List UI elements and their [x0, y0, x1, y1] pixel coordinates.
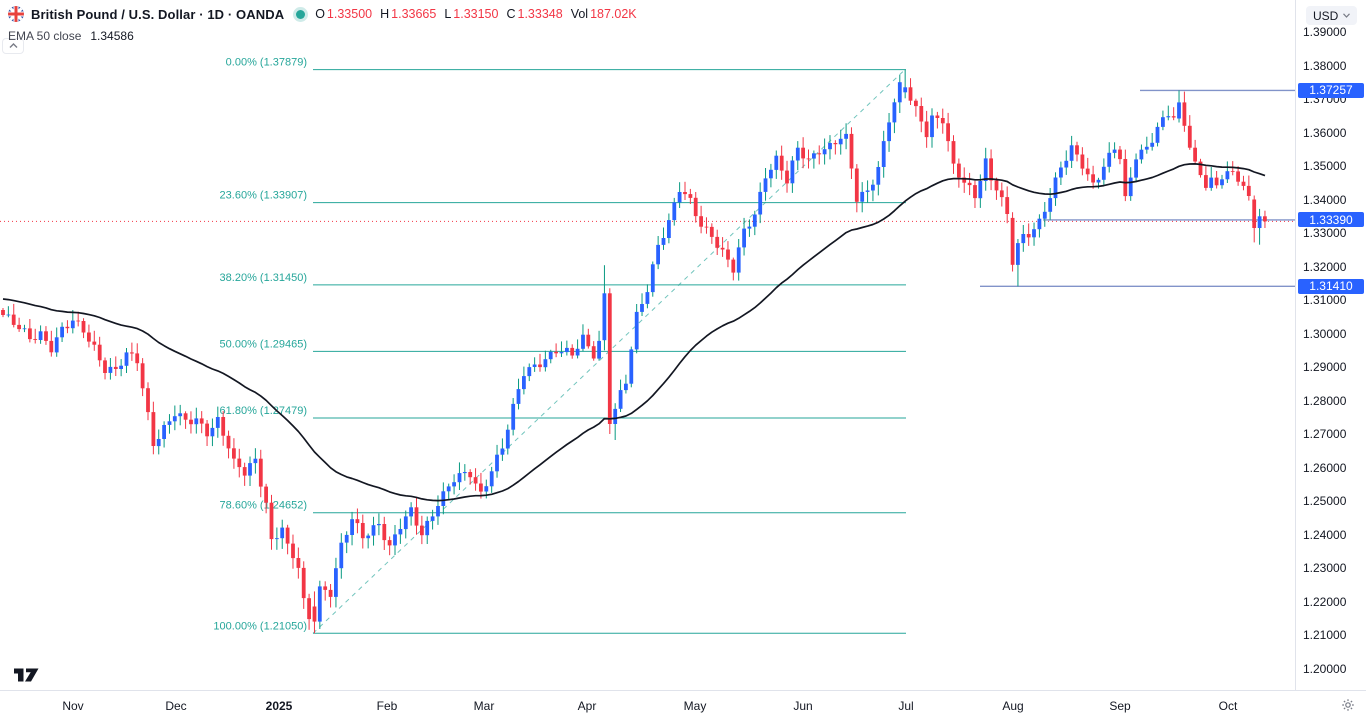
- price-tick-label: 1.21000: [1303, 628, 1347, 642]
- svg-text:23.60% (1.33907): 23.60% (1.33907): [220, 190, 307, 202]
- price-label-badge: 1.33390: [1298, 212, 1364, 228]
- price-tick-label: 1.28000: [1303, 393, 1347, 408]
- price-tick-label: 1.38000: [1303, 58, 1347, 73]
- chart-header: British Pound / U.S. Dollar · 1D · OANDA…: [8, 6, 637, 43]
- collapse-legend-button[interactable]: [2, 38, 24, 54]
- price-tick-label: 1.22000: [1303, 594, 1347, 609]
- open-value: 1.33500: [326, 7, 373, 21]
- time-tick-label: Apr: [577, 699, 597, 713]
- volume-label: Vol: [570, 7, 589, 21]
- price-tick-label: 1.33000: [1303, 226, 1347, 240]
- price-tick-label: 1.31000: [1303, 293, 1347, 307]
- svg-text:78.60% (1.24652): 78.60% (1.24652): [220, 500, 307, 512]
- price-tick-label: 1.24000: [1303, 527, 1347, 542]
- price-tick-label: 1.35000: [1303, 159, 1347, 173]
- chevron-up-icon: [9, 43, 17, 48]
- price-label-badge: 1.37257: [1298, 82, 1364, 98]
- price-tick-label: 1.23000: [1303, 561, 1347, 575]
- svg-text:38.20% (1.31450): 38.20% (1.31450): [220, 272, 307, 284]
- price-tick-label: 1.36000: [1303, 125, 1347, 140]
- market-status-icon[interactable]: [296, 9, 306, 19]
- price-tick-label: 1.32000: [1303, 259, 1347, 274]
- svg-text:0.00% (1.37879): 0.00% (1.37879): [226, 57, 307, 69]
- currency-dropdown[interactable]: USD: [1306, 6, 1358, 25]
- time-tick-label: 2025: [265, 699, 293, 713]
- gear-icon[interactable]: [1341, 698, 1355, 717]
- candlestick-chart[interactable]: 0.00% (1.37879) 23.60% (1.33907) 38.20% (1…: [0, 0, 1295, 690]
- close-value: 1.33348: [517, 7, 563, 21]
- time-tick-label: Sep: [1109, 699, 1131, 713]
- price-tick-label: 1.39000: [1303, 25, 1347, 39]
- price-tick-label: 1.25000: [1303, 494, 1347, 508]
- chevron-down-icon: [1343, 13, 1351, 18]
- symbol-title[interactable]: British Pound / U.S. Dollar · 1D · OANDA: [31, 6, 285, 22]
- close-label: C: [506, 7, 516, 21]
- price-tick-label: 1.26000: [1303, 460, 1347, 475]
- low-label: L: [444, 7, 452, 21]
- high-value: 1.33665: [391, 7, 437, 21]
- price-label-badge: 1.31410: [1298, 278, 1364, 294]
- price-tick-label: 1.30000: [1303, 326, 1347, 341]
- price-tick-label: 1.34000: [1303, 192, 1347, 207]
- svg-text:50.00% (1.29465): 50.00% (1.29465): [220, 338, 307, 350]
- chart-pane[interactable]: 0.00% (1.37879) 23.60% (1.33907) 38.20% (1…: [0, 0, 1295, 690]
- time-tick-label: Jun: [793, 699, 813, 713]
- indicator-legend[interactable]: EMA 50 close 1.34586: [8, 29, 637, 43]
- time-tick-label: May: [683, 699, 707, 713]
- time-tick-label: Dec: [165, 699, 187, 713]
- price-tick-label: 1.20000: [1303, 661, 1347, 676]
- price-axis[interactable]: USD 1.39000 1.38000 1.37000 1.36000 1.35000 1…: [1295, 0, 1366, 690]
- volume-value: 187.02K: [590, 7, 637, 21]
- time-tick-label: Aug: [1002, 699, 1024, 713]
- currency-label: USD: [1313, 8, 1339, 23]
- time-tick-label: Jul: [898, 699, 914, 713]
- low-value: 1.33150: [453, 7, 499, 21]
- indicator-name: EMA 50 close: [8, 29, 82, 43]
- tradingview-logo[interactable]: [14, 666, 41, 687]
- price-tick-label: 1.29000: [1303, 360, 1347, 374]
- svg-text:100.00% (1.21050): 100.00% (1.21050): [213, 620, 307, 632]
- svg-text:61.80% (1.27479): 61.80% (1.27479): [220, 405, 307, 417]
- high-label: H: [380, 7, 390, 21]
- time-tick-label: Oct: [1218, 699, 1238, 713]
- time-axis[interactable]: Nov Dec 2025 Feb Mar Apr May Jun Jul Aug Sep Oct: [0, 690, 1366, 723]
- time-tick-label: Mar: [473, 699, 495, 713]
- gbp-flag-icon: [8, 6, 24, 22]
- time-tick-label: Nov: [62, 699, 84, 713]
- time-tick-label: Feb: [376, 699, 398, 713]
- ohlc-values: O 1.33500 H 1.33665 L 1.33150 C 1.33348 Vol 1…: [315, 7, 636, 21]
- price-tick-label: 1.27000: [1303, 427, 1347, 441]
- open-label: O: [315, 7, 325, 21]
- indicator-value: 1.34586: [90, 29, 134, 43]
